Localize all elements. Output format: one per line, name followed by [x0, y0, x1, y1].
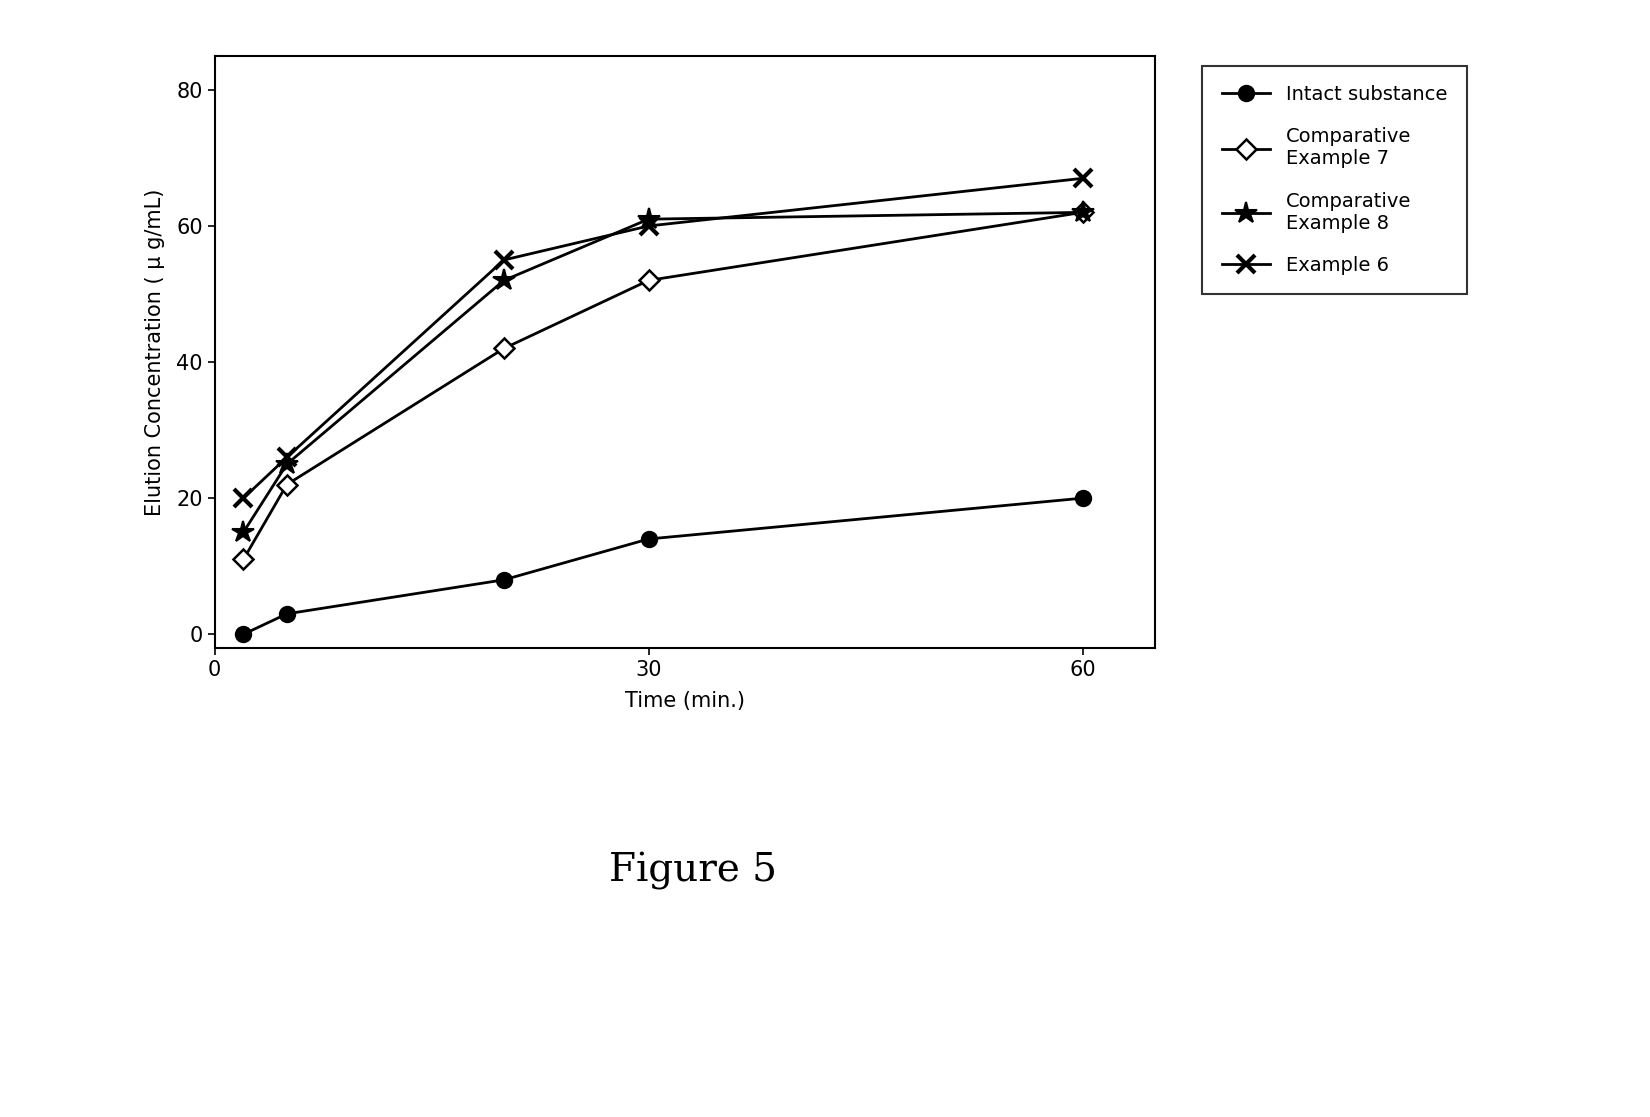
Comparative
Example 7: [1072, 206, 1092, 219]
Intact substance: [493, 573, 513, 586]
Comparative
Example 8: [277, 458, 297, 471]
Example 6: [639, 219, 658, 232]
Line: Comparative
Example 8: Comparative Example 8: [233, 201, 1094, 543]
Intact substance: [277, 608, 297, 621]
Intact substance: [639, 533, 658, 546]
Comparative
Example 8: [493, 274, 513, 287]
Legend: Intact substance, Comparative
Example 7, Comparative
Example 8, Example 6: Intact substance, Comparative Example 7,…: [1203, 66, 1467, 295]
Line: Example 6: Example 6: [234, 170, 1092, 507]
Comparative
Example 7: [234, 553, 254, 566]
Comparative
Example 8: [234, 525, 254, 538]
Comparative
Example 7: [493, 342, 513, 355]
Y-axis label: Elution Concentration ( μ g/mL): Elution Concentration ( μ g/mL): [145, 188, 165, 516]
Line: Comparative
Example 7: Comparative Example 7: [236, 206, 1089, 566]
Text: Figure 5: Figure 5: [609, 852, 777, 890]
Comparative
Example 7: [639, 274, 658, 287]
Intact substance: [1072, 491, 1092, 505]
X-axis label: Time (min.): Time (min.): [625, 690, 744, 710]
Example 6: [277, 450, 297, 464]
Example 6: [234, 491, 254, 505]
Comparative
Example 7: [277, 478, 297, 491]
Comparative
Example 8: [639, 212, 658, 226]
Example 6: [493, 254, 513, 267]
Example 6: [1072, 172, 1092, 185]
Comparative
Example 8: [1072, 206, 1092, 219]
Intact substance: [234, 628, 254, 641]
Line: Intact substance: Intact substance: [236, 490, 1091, 642]
